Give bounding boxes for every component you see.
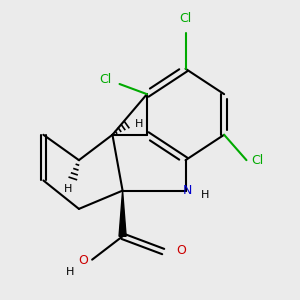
Text: H: H <box>201 190 209 200</box>
Text: Cl: Cl <box>179 12 192 25</box>
Text: Cl: Cl <box>251 154 264 167</box>
Polygon shape <box>119 190 126 236</box>
Text: N: N <box>183 184 192 197</box>
Text: O: O <box>176 244 186 257</box>
Text: Cl: Cl <box>99 74 111 86</box>
Text: H: H <box>66 267 74 277</box>
Text: H: H <box>64 184 72 194</box>
Text: O: O <box>78 254 88 267</box>
Text: H: H <box>135 118 143 129</box>
